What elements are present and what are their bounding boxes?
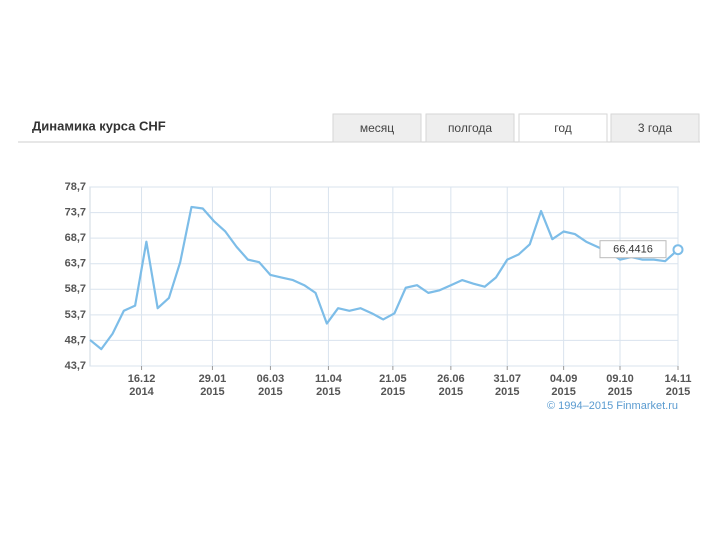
- x-tick-label: 04.09 2015: [550, 373, 578, 398]
- x-tick-label-line: 06.03: [257, 373, 285, 385]
- tab-box[interactable]: [610, 113, 700, 143]
- y-tick-label: 53,7: [65, 309, 86, 321]
- tab-label[interactable]: полгода: [448, 121, 492, 135]
- plot-frame: [89, 186, 679, 367]
- tab[interactable]: полгода: [425, 113, 515, 143]
- x-tick-label-line: 29.01: [199, 373, 227, 385]
- x-tick-label: 14.11 2015: [665, 373, 692, 398]
- tab-box[interactable]: [332, 113, 422, 143]
- x-tick-label-line: 11.04: [315, 373, 343, 385]
- tab-box[interactable]: [425, 113, 515, 143]
- x-tick-label: 11.04 2015: [315, 373, 343, 398]
- y-tick-label: 43,7: [65, 360, 86, 372]
- x-tick-label: 29.01 2015: [199, 373, 227, 398]
- value-label-box: [599, 240, 667, 259]
- x-tick-label-line: 2015: [381, 386, 405, 398]
- x-tick-label: 31.07 2015: [493, 373, 521, 398]
- tab-bar: месяц полгода год 3 года: [332, 113, 700, 143]
- y-tick-label: 73,7: [65, 206, 86, 218]
- tab-label[interactable]: год: [554, 121, 572, 135]
- value-label: 66,4416: [613, 244, 653, 256]
- x-tick-label: 06.03 2015: [257, 373, 285, 398]
- tab-box[interactable]: [518, 113, 608, 143]
- x-tick-label-line: 2015: [495, 386, 519, 398]
- x-tick-label-line: 2015: [551, 386, 575, 398]
- point-marker: [672, 244, 684, 256]
- x-tick-label-line: 2015: [666, 386, 690, 398]
- tab-label[interactable]: 3 года: [638, 121, 673, 135]
- x-tick-label: 16.12 2014: [128, 373, 156, 398]
- x-tick-label-line: 2015: [316, 386, 340, 398]
- x-tick-label-line: 21.05: [379, 373, 407, 385]
- x-tick-label-line: 2014: [129, 386, 154, 398]
- x-tick-label: 21.05 2015: [379, 373, 407, 398]
- x-tick-label: 26.06 2015: [437, 373, 465, 398]
- x-tick-label-line: 2015: [200, 386, 224, 398]
- x-tick-label-line: 2015: [258, 386, 282, 398]
- tab[interactable]: 3 года: [610, 113, 700, 143]
- x-tick-label-line: 16.12: [128, 373, 156, 385]
- x-tick-label-line: 2015: [439, 386, 463, 398]
- x-tick-label-line: 31.07: [493, 373, 521, 385]
- x-tick-label-line: 26.06: [437, 373, 465, 385]
- y-tick-label: 48,7: [65, 334, 86, 346]
- x-tick-label-line: 04.09: [550, 373, 578, 385]
- tab[interactable]: год: [518, 113, 608, 143]
- x-tick-label: 09.10 2015: [606, 373, 634, 398]
- x-tick-label-line: 09.10: [606, 373, 634, 385]
- y-tick-label: 78,7: [65, 181, 86, 193]
- credit: © 1994–2015 Finmarket.ru: [547, 400, 678, 412]
- series-line: [89, 205, 679, 351]
- y-tick-label: 58,7: [65, 283, 86, 295]
- y-tick-label: 63,7: [65, 258, 86, 270]
- tab[interactable]: месяц: [332, 113, 422, 143]
- y-tick-label: 68,7: [65, 232, 86, 244]
- x-tick-label-line: 2015: [608, 386, 632, 398]
- header-title: Динамика курса CHF: [32, 118, 166, 133]
- x-tick-label-line: 14.11: [665, 373, 692, 385]
- tab-label[interactable]: месяц: [360, 121, 394, 135]
